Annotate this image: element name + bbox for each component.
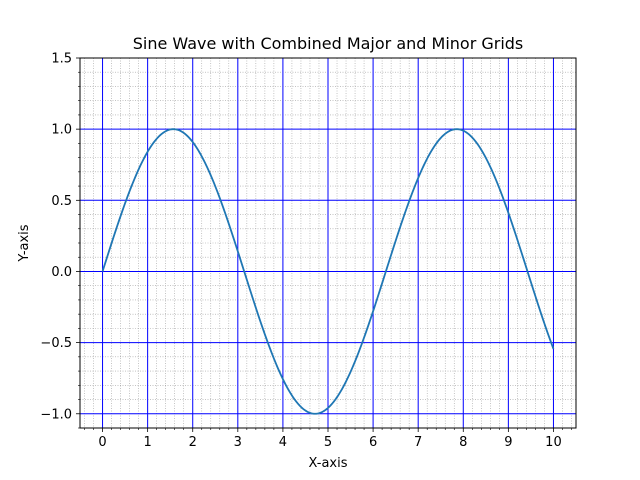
y-tick-label: 1.0 — [51, 123, 72, 138]
series-layer — [101, 128, 555, 415]
x-tick-label: 3 — [234, 435, 242, 450]
y-tick-label: −1.0 — [40, 407, 72, 422]
ticks — [76, 57, 572, 432]
x-tick-label: 10 — [545, 435, 562, 450]
y-tick-label: 0.5 — [51, 194, 72, 209]
y-tick-label: 1.5 — [51, 52, 72, 67]
x-tick-label: 9 — [504, 435, 512, 450]
chart-title: Sine Wave with Combined Major and Minor … — [133, 34, 524, 53]
y-tick-label: 0.0 — [51, 265, 72, 280]
y-axis-label: Y-axis — [17, 224, 32, 262]
x-tick-label: 1 — [143, 435, 151, 450]
sine-series-line — [101, 128, 555, 415]
x-tick-label: 6 — [369, 435, 377, 450]
x-tick-label: 7 — [414, 435, 422, 450]
x-tick-label: 0 — [98, 435, 106, 450]
x-tick-label: 2 — [189, 435, 197, 450]
y-tick-label: −0.5 — [40, 336, 72, 351]
tick-labels: 0 1 2 3 4 5 6 7 8 9 10 −1.0 −0.5 0.0 0.5 1.0 1.5 — [40, 52, 561, 451]
x-tick-label: 4 — [279, 435, 287, 450]
x-tick-label: 5 — [324, 435, 332, 450]
x-tick-label: 8 — [459, 435, 467, 450]
x-axis-label: X-axis — [309, 456, 348, 471]
